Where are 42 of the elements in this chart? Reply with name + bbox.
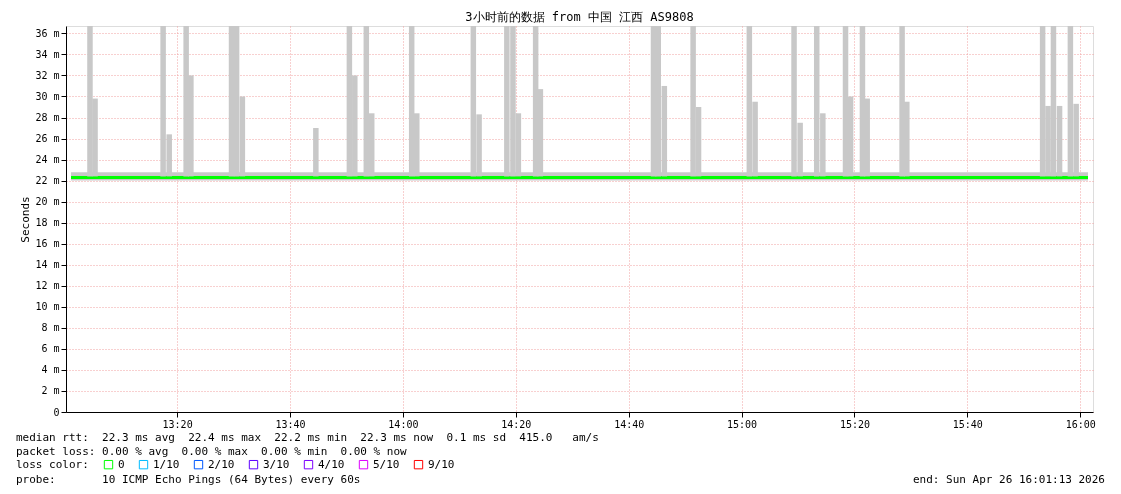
text: median rtt: 22.3 ms avg 22.4 ms max 22.2 ms min 22.3 ms now 0.1 ms sd 415.0 am/s — [16, 431, 599, 444]
text: end: Sun Apr 26 16:01:13 2026 — [912, 473, 1105, 486]
y-tick-label: 16 m — [35, 238, 60, 250]
x-tick-label: 14:40 — [614, 418, 645, 430]
x-tick-label: 14:00 — [388, 418, 419, 430]
y-tick-label: 6 m — [41, 343, 60, 355]
y-tick-label: 0 — [53, 406, 60, 418]
legend-label: 5/10 — [373, 457, 400, 471]
legend-label: 4/10 — [318, 457, 345, 471]
y-tick-label: 34 m — [35, 48, 60, 60]
y-tick-label: 22 m — [35, 175, 60, 187]
y-tick-label: 28 m — [35, 112, 60, 123]
y-tick-label: 18 m — [35, 217, 60, 229]
y-tick-label: 36 m — [35, 27, 60, 39]
y-tick-label: 20 m — [35, 196, 60, 208]
y-axis-title: Seconds — [19, 196, 33, 243]
legend-label: 1/10 — [153, 457, 180, 471]
y-tick-label: 2 m — [41, 385, 60, 397]
y-tick-label: 32 m — [35, 69, 60, 81]
text: probe: 10 ICMP Echo Pings (64 Bytes) every 60s — [16, 473, 361, 486]
y-tick-label: 24 m — [35, 154, 60, 166]
legend-label: 3/10 — [263, 457, 290, 471]
x-tick-label: 13:40 — [275, 418, 306, 430]
text: packet loss: 0.00 % avg 0.00 % max 0.00 % min 0.00 % now — [16, 445, 408, 458]
x-tick-label: 15:40 — [952, 418, 983, 430]
legend-label: 2/10 — [208, 457, 235, 471]
y-tick-label: 26 m — [35, 133, 60, 145]
chart-title: 3小时前的数据 from 中国 江西 AS9808 — [465, 10, 694, 24]
x-tick-label: 15:20 — [839, 418, 870, 430]
y-tick-label: 10 m — [35, 301, 60, 313]
x-tick-label: 14:20 — [501, 418, 532, 430]
y-tick-label: 14 m — [35, 259, 60, 271]
legend-title: loss color: — [16, 458, 89, 471]
legend-label: 0 — [118, 457, 125, 471]
y-tick-label: 8 m — [41, 322, 60, 334]
legend-label: 9/10 — [428, 457, 455, 471]
x-tick-label: 13:20 — [162, 418, 193, 430]
x-tick-label: 16:00 — [1065, 418, 1096, 430]
x-tick-label: 15:00 — [726, 418, 758, 430]
y-tick-label: 30 m — [35, 90, 60, 102]
y-tick-label: 4 m — [41, 364, 60, 376]
y-tick-label: 12 m — [35, 280, 60, 292]
